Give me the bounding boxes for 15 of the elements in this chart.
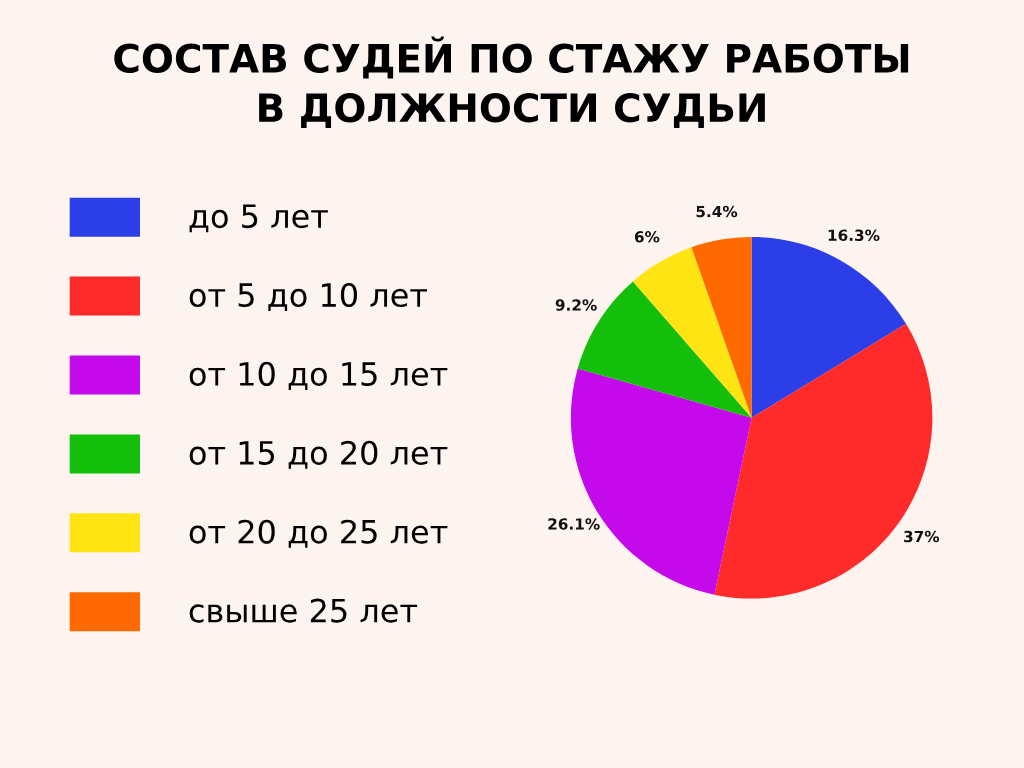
data-label: 26.1% <box>548 518 600 530</box>
legend-label: от 20 до 25 лет <box>189 519 448 548</box>
data-label: 5.4% <box>696 205 738 218</box>
legend-label: свыше 25 лет <box>189 598 418 623</box>
data-label: 6% <box>634 231 660 243</box>
data-label: 9.2% <box>555 299 597 311</box>
pie-slice <box>691 237 752 418</box>
legend-label: от 5 до 10 лет <box>189 282 428 312</box>
legend-label: до 5 лет <box>189 204 328 233</box>
data-label: 37% <box>904 530 940 543</box>
legend-label: от 10 до 15 лет <box>189 361 448 390</box>
legend-label: от 15 до 20 лет <box>189 440 448 469</box>
data-label: 16.3% <box>828 229 880 241</box>
pie-slice <box>632 247 752 418</box>
chart-title: СОСТАВ СУДЕЙ ПО СТАЖУ РАБОТЫ В ДОЛЖНОСТИ СУДЬИ <box>114 36 909 128</box>
